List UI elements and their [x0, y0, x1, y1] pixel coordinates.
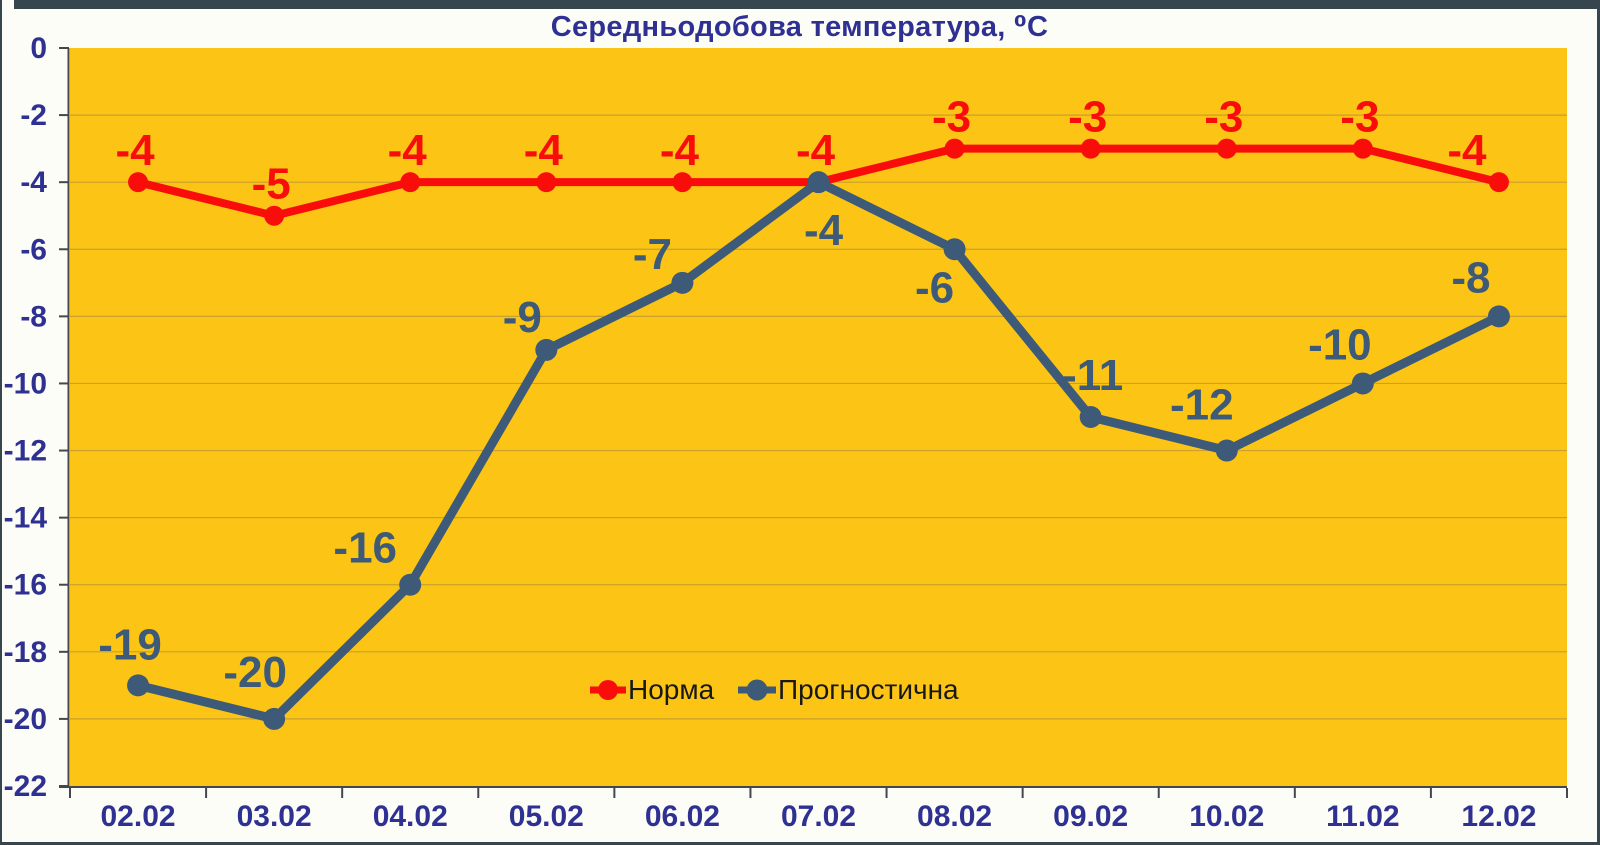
y-tick-label: -16 — [4, 569, 47, 602]
data-point-marker[interactable] — [128, 172, 149, 193]
data-point-marker[interactable] — [536, 172, 557, 193]
data-point-marker[interactable] — [1352, 138, 1373, 159]
y-tick-label: -4 — [20, 166, 47, 199]
x-tick-label: 10.02 — [1189, 800, 1264, 833]
data-point-label: -7 — [633, 230, 672, 279]
data-point-label: -8 — [1451, 253, 1490, 302]
data-point-label: -4 — [796, 126, 836, 175]
data-point-marker[interactable] — [943, 238, 966, 261]
data-point-label: -4 — [1447, 126, 1487, 175]
data-point-label: -20 — [223, 648, 287, 697]
data-point-marker[interactable] — [807, 171, 830, 194]
chart-title: Середньодобова температура, ⁰С — [550, 11, 1049, 43]
x-tick-label: 09.02 — [1053, 800, 1128, 833]
y-tick-label: -12 — [4, 435, 47, 468]
legend-label-prognostychna: Прогностична — [778, 674, 959, 705]
y-tick-label: -8 — [20, 300, 47, 333]
x-tick-label: 08.02 — [917, 800, 992, 833]
y-tick-label: -6 — [20, 233, 47, 266]
y-tick-label: -22 — [4, 770, 47, 803]
data-point-marker[interactable] — [1216, 138, 1237, 159]
data-point-marker[interactable] — [672, 172, 693, 193]
data-point-label: -4 — [660, 126, 700, 175]
data-point-label: -19 — [98, 620, 162, 669]
data-point-label: -3 — [1068, 93, 1107, 142]
data-point-marker[interactable] — [127, 674, 150, 697]
data-point-label: -6 — [915, 263, 954, 312]
data-point-marker[interactable] — [1488, 172, 1509, 193]
data-point-label: -5 — [252, 160, 291, 209]
y-tick-label: -2 — [20, 99, 47, 132]
x-tick-label: 02.02 — [101, 800, 176, 833]
y-tick-label: -18 — [4, 636, 47, 669]
legend-label-norma: Норма — [628, 674, 715, 705]
x-tick-label: 12.02 — [1461, 800, 1536, 833]
legend-marker-prognostychna-icon — [738, 679, 776, 701]
data-point-label: -12 — [1170, 381, 1234, 430]
data-point-marker[interactable] — [263, 707, 286, 730]
data-point-label: -3 — [1340, 93, 1379, 142]
x-tick-label: 03.02 — [237, 800, 312, 833]
y-tick-label: -20 — [4, 703, 47, 736]
data-point-label: -4 — [524, 126, 564, 175]
window-top-edge — [14, 0, 1597, 9]
data-point-marker[interactable] — [1079, 406, 1102, 428]
data-point-marker[interactable] — [1215, 439, 1238, 462]
legend-marker-norma-icon — [590, 680, 626, 700]
plot-area — [70, 48, 1567, 786]
data-point-label: -4 — [115, 126, 155, 175]
x-tick-label: 04.02 — [373, 800, 448, 833]
data-point-label: -3 — [932, 93, 971, 142]
legend-item-norma[interactable]: Норма — [588, 670, 714, 710]
data-point-marker[interactable] — [671, 271, 694, 294]
data-point-marker[interactable] — [1351, 372, 1374, 395]
data-point-label: -4 — [388, 126, 428, 175]
data-point-marker[interactable] — [1487, 305, 1510, 328]
x-tick-label: 07.02 — [781, 800, 856, 833]
data-point-label: -9 — [503, 293, 542, 342]
x-tick-label: 05.02 — [509, 800, 584, 833]
data-point-label: -16 — [333, 524, 397, 573]
data-point-label: -11 — [1062, 351, 1123, 400]
data-point-label: -10 — [1308, 320, 1372, 369]
data-point-marker[interactable] — [1080, 138, 1101, 159]
data-point-marker[interactable] — [535, 338, 558, 361]
y-tick-label: -10 — [4, 367, 47, 400]
data-point-marker[interactable] — [944, 138, 965, 159]
x-tick-label: 06.02 — [645, 800, 720, 833]
y-tick-label: -14 — [4, 502, 48, 535]
y-tick-label: 0 — [30, 32, 47, 65]
x-tick-label: 11.02 — [1326, 800, 1399, 833]
data-point-marker[interactable] — [399, 573, 422, 596]
data-point-label: -4 — [804, 206, 844, 255]
legend-item-prognostychna[interactable]: Прогностична — [736, 670, 959, 710]
data-point-label: -3 — [1204, 93, 1243, 142]
data-point-marker[interactable] — [264, 205, 285, 226]
data-point-marker[interactable] — [400, 172, 421, 193]
